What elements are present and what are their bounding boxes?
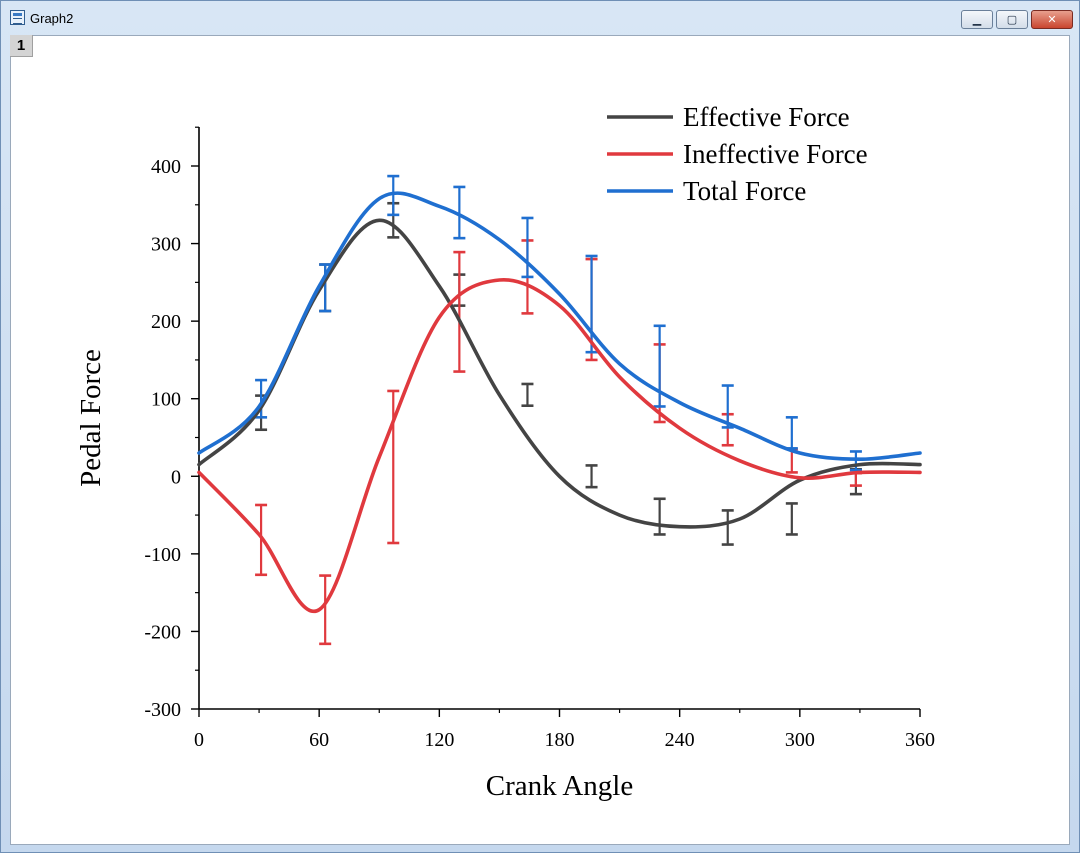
- x-tick-label: 240: [665, 729, 695, 751]
- y-tick-label: -100: [144, 544, 181, 566]
- y-tick-label: 0: [171, 466, 181, 488]
- series-lines: [197, 191, 922, 614]
- total-force-error-bar: [721, 384, 734, 429]
- x-axis-title: Crank Angle: [486, 770, 633, 802]
- axes: 0 60 120 180 240 300 360 -300 -200 -100 0 100 200 300…: [144, 126, 935, 751]
- effective-force-error-bar: [521, 382, 534, 407]
- minimize-icon: ▁: [972, 13, 982, 26]
- x-tick-label: 300: [785, 729, 815, 751]
- window-title: Graph2: [30, 11, 74, 26]
- legend-label-total-force: Total Force: [683, 176, 806, 206]
- y-axis-title: Pedal Force: [75, 349, 107, 487]
- x-tick-label: 120: [424, 729, 454, 751]
- total-force-error-bar: [785, 416, 798, 450]
- x-tick-label: 60: [309, 729, 329, 751]
- y-tick-label: 400: [151, 156, 181, 178]
- legend-label-ineffective-force: Ineffective Force: [683, 139, 868, 169]
- total-force-error-bar: [255, 378, 268, 419]
- total-force-error-bar: [521, 216, 534, 279]
- effective-force-error-bar: [653, 497, 666, 536]
- layer-tab-1[interactable]: 1: [10, 35, 33, 57]
- ineffective-force-error-bar: [849, 471, 862, 487]
- total-force-error-bar: [585, 254, 598, 354]
- legend: Effective Force Ineffective Force Total Fo…: [607, 102, 868, 206]
- title-bar[interactable]: Graph2 ▁ ▢ ✕: [1, 1, 1079, 35]
- effective-force-error-bar: [785, 502, 798, 536]
- ineffective-force-error-bar: [387, 389, 400, 545]
- effective-force-error-bar: [585, 464, 598, 489]
- minimize-button[interactable]: ▁: [961, 10, 993, 29]
- error-bars: [255, 174, 862, 646]
- effective-force-line: [197, 218, 922, 529]
- total-force-line: [197, 191, 922, 461]
- graph-canvas[interactable]: [10, 35, 1070, 845]
- close-icon: ✕: [1047, 13, 1057, 26]
- ineffective-force-error-bar: [453, 250, 466, 373]
- y-tick-label: 100: [151, 389, 181, 411]
- maximize-icon: ▢: [1006, 13, 1018, 26]
- total-force-error-bar: [387, 174, 400, 217]
- effective-force-error-bar: [721, 509, 734, 546]
- total-force-error-bar: [453, 185, 466, 240]
- x-tick-label: 0: [194, 729, 204, 751]
- close-button[interactable]: ✕: [1031, 10, 1073, 29]
- graph-window-icon: [10, 10, 25, 25]
- legend-label-effective-force: Effective Force: [683, 102, 850, 132]
- ineffective-force-line: [197, 278, 922, 614]
- x-tick-label: 360: [905, 729, 935, 751]
- y-tick-label: 200: [151, 311, 181, 333]
- y-tick-label: -300: [144, 699, 181, 721]
- maximize-button[interactable]: ▢: [996, 10, 1028, 29]
- ineffective-force-error-bar: [319, 574, 332, 646]
- y-tick-label: -200: [144, 621, 181, 643]
- y-tick-label: 300: [151, 234, 181, 256]
- x-tick-label: 180: [545, 729, 575, 751]
